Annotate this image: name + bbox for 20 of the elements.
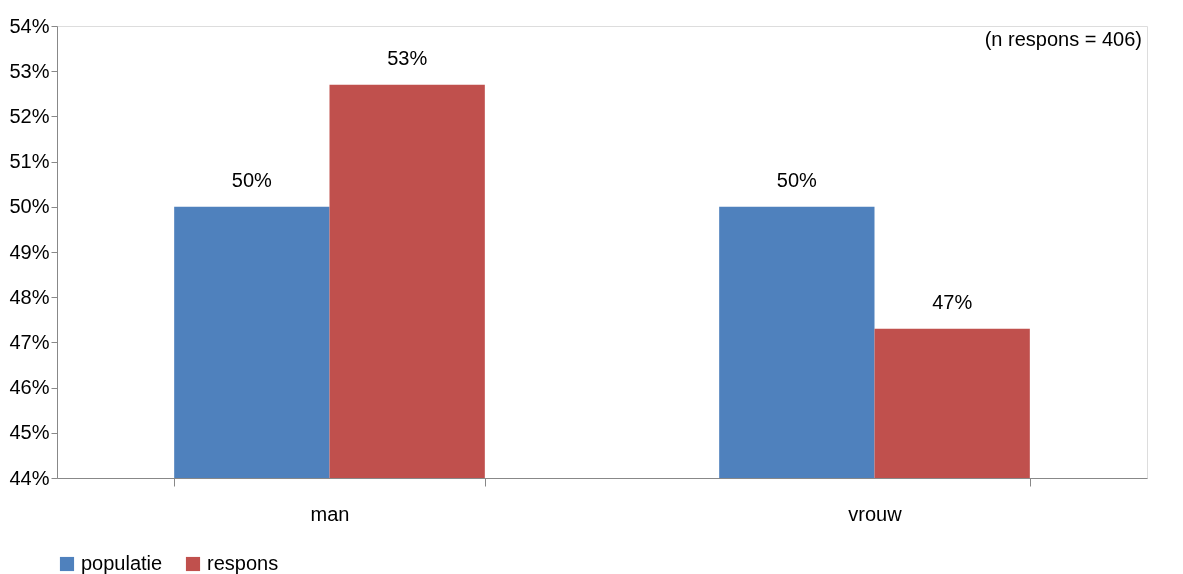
- data-label: 53%: [387, 46, 428, 69]
- y-tick-label: 45%: [9, 421, 50, 444]
- y-tick-label: 54%: [9, 14, 50, 37]
- data-label: 47%: [932, 290, 973, 313]
- legend-label: populatie: [81, 552, 163, 574]
- y-tick-label: 50%: [9, 195, 50, 218]
- y-tick-label: 51%: [9, 150, 50, 173]
- x-tick-label: man: [310, 502, 350, 525]
- y-tick-label: 53%: [9, 59, 50, 82]
- data-label: 50%: [776, 168, 818, 191]
- y-tick-label: 46%: [9, 376, 50, 399]
- legend-label: respons: [207, 552, 279, 574]
- y-tick-label: 44%: [9, 466, 50, 489]
- y-tick-label: 52%: [9, 104, 50, 127]
- x-tick-label: vrouw: [848, 502, 903, 525]
- annotation: (n respons = 406): [984, 28, 1142, 50]
- y-tick-label: 48%: [9, 285, 50, 308]
- y-tick-label: 47%: [9, 330, 50, 353]
- y-tick-label: 49%: [9, 240, 50, 263]
- data-label: 50%: [231, 168, 273, 191]
